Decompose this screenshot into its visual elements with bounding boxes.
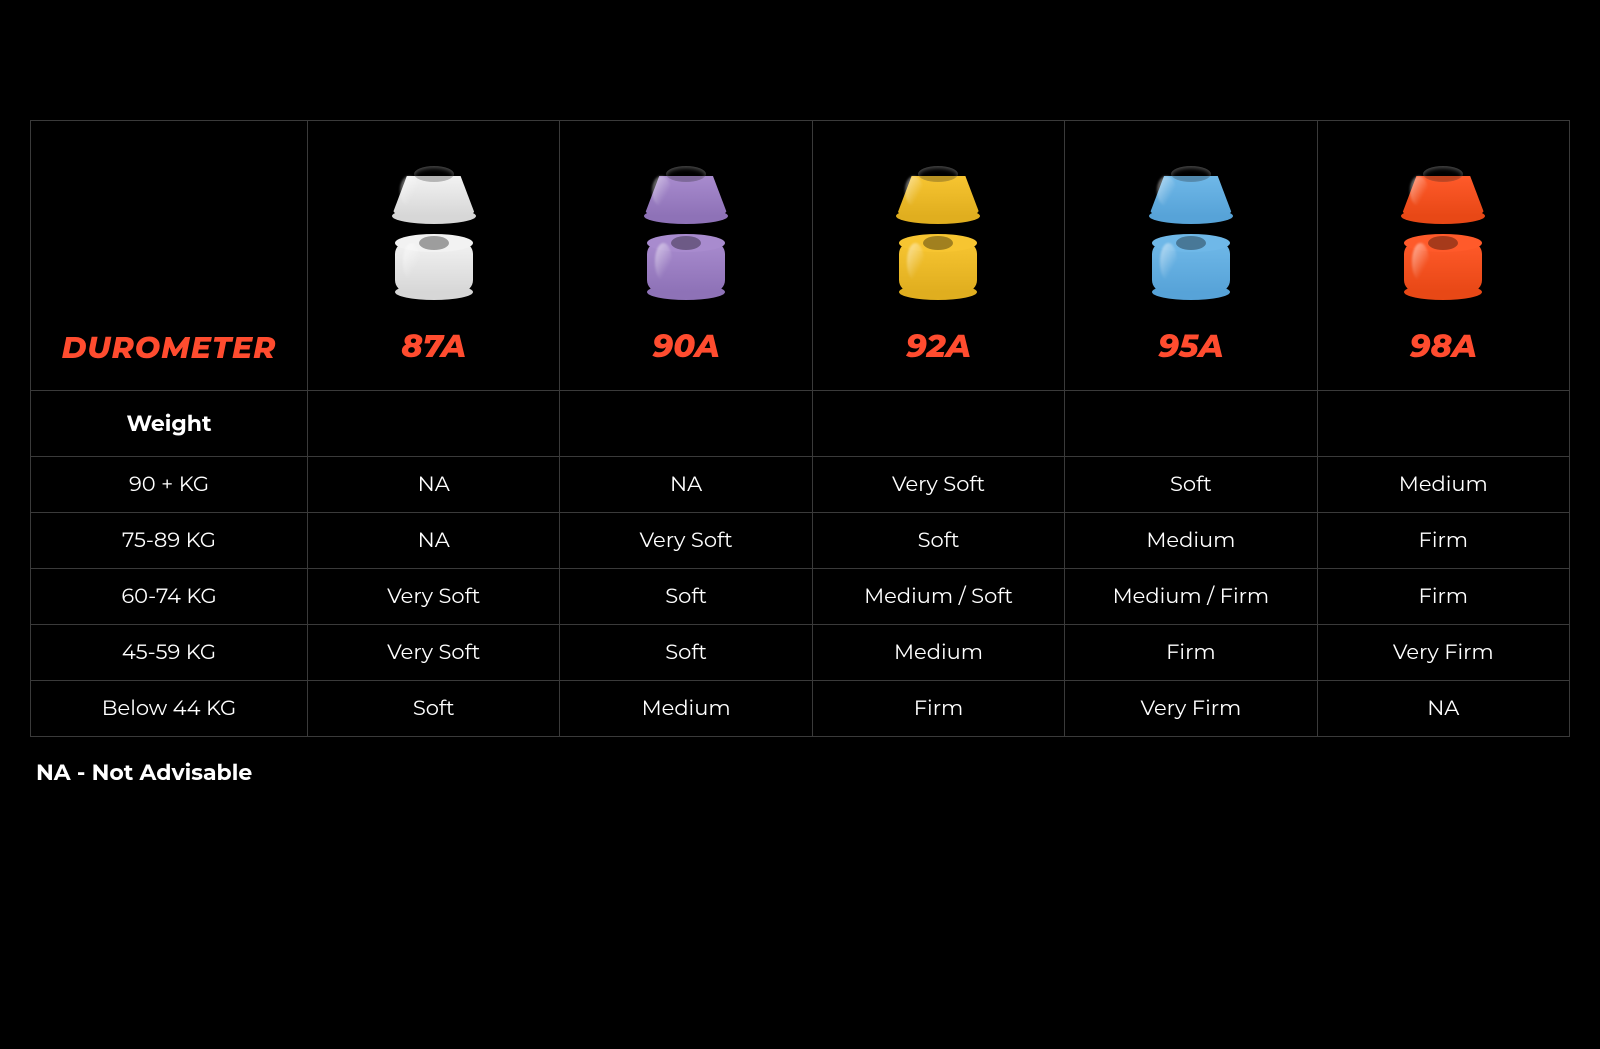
firmness-cell: NA [560, 457, 812, 513]
bushing-icon [1319, 159, 1568, 309]
firmness-cell: NA [1317, 681, 1569, 737]
weight-header-row: Weight [31, 391, 1570, 457]
durometer-table: DUROMETER 87A90A92A95A98A Weight 90 + KG… [30, 120, 1570, 737]
bushing-icon [814, 159, 1063, 309]
durometer-label: 87A [309, 327, 558, 366]
firmness-cell: Firm [812, 681, 1064, 737]
table-row: Below 44 KGSoftMediumFirmVery FirmNA [31, 681, 1570, 737]
durometer-label: 98A [1319, 327, 1568, 366]
firmness-cell: Very Soft [308, 625, 560, 681]
firmness-cell: Very Firm [1065, 681, 1317, 737]
durometer-col-98A: 98A [1317, 121, 1569, 391]
weight-range-label: 45-59 KG [31, 625, 308, 681]
firmness-cell: Medium / Firm [1065, 569, 1317, 625]
durometer-label: 90A [561, 327, 810, 366]
firmness-cell: Very Soft [812, 457, 1064, 513]
firmness-cell: Soft [1065, 457, 1317, 513]
firmness-cell: Firm [1317, 513, 1569, 569]
durometer-col-95A: 95A [1065, 121, 1317, 391]
footnote: NA - Not Advisable [30, 759, 1570, 786]
firmness-cell: NA [308, 513, 560, 569]
firmness-cell: Medium [1317, 457, 1569, 513]
firmness-cell: Soft [560, 569, 812, 625]
firmness-cell: Firm [1317, 569, 1569, 625]
weight-range-label: 90 + KG [31, 457, 308, 513]
firmness-cell: Soft [812, 513, 1064, 569]
firmness-cell: Firm [1065, 625, 1317, 681]
durometer-col-87A: 87A [308, 121, 560, 391]
header-row: DUROMETER 87A90A92A95A98A [31, 121, 1570, 391]
weight-header-label: Weight [31, 391, 308, 457]
durometer-label: 92A [814, 327, 1063, 366]
firmness-cell: Soft [308, 681, 560, 737]
firmness-cell: Medium [1065, 513, 1317, 569]
firmness-cell: Soft [560, 625, 812, 681]
firmness-cell: NA [308, 457, 560, 513]
table-row: 45-59 KGVery SoftSoftMediumFirmVery Firm [31, 625, 1570, 681]
durometer-label: 95A [1066, 327, 1315, 366]
durometer-chart: DUROMETER 87A90A92A95A98A Weight 90 + KG… [0, 0, 1600, 826]
bushing-icon [561, 159, 810, 309]
durometer-col-92A: 92A [812, 121, 1064, 391]
firmness-cell: Medium / Soft [812, 569, 1064, 625]
bushing-icon [1066, 159, 1315, 309]
firmness-cell: Very Soft [560, 513, 812, 569]
bushing-icon [309, 159, 558, 309]
weight-range-label: 60-74 KG [31, 569, 308, 625]
table-row: 75-89 KGNAVery SoftSoftMediumFirm [31, 513, 1570, 569]
weight-range-label: 75-89 KG [31, 513, 308, 569]
firmness-cell: Medium [560, 681, 812, 737]
durometer-title: DUROMETER [31, 121, 308, 391]
table-row: 60-74 KGVery SoftSoftMedium / SoftMedium… [31, 569, 1570, 625]
durometer-col-90A: 90A [560, 121, 812, 391]
firmness-cell: Very Soft [308, 569, 560, 625]
weight-range-label: Below 44 KG [31, 681, 308, 737]
firmness-cell: Medium [812, 625, 1064, 681]
firmness-cell: Very Firm [1317, 625, 1569, 681]
table-row: 90 + KGNANAVery SoftSoftMedium [31, 457, 1570, 513]
